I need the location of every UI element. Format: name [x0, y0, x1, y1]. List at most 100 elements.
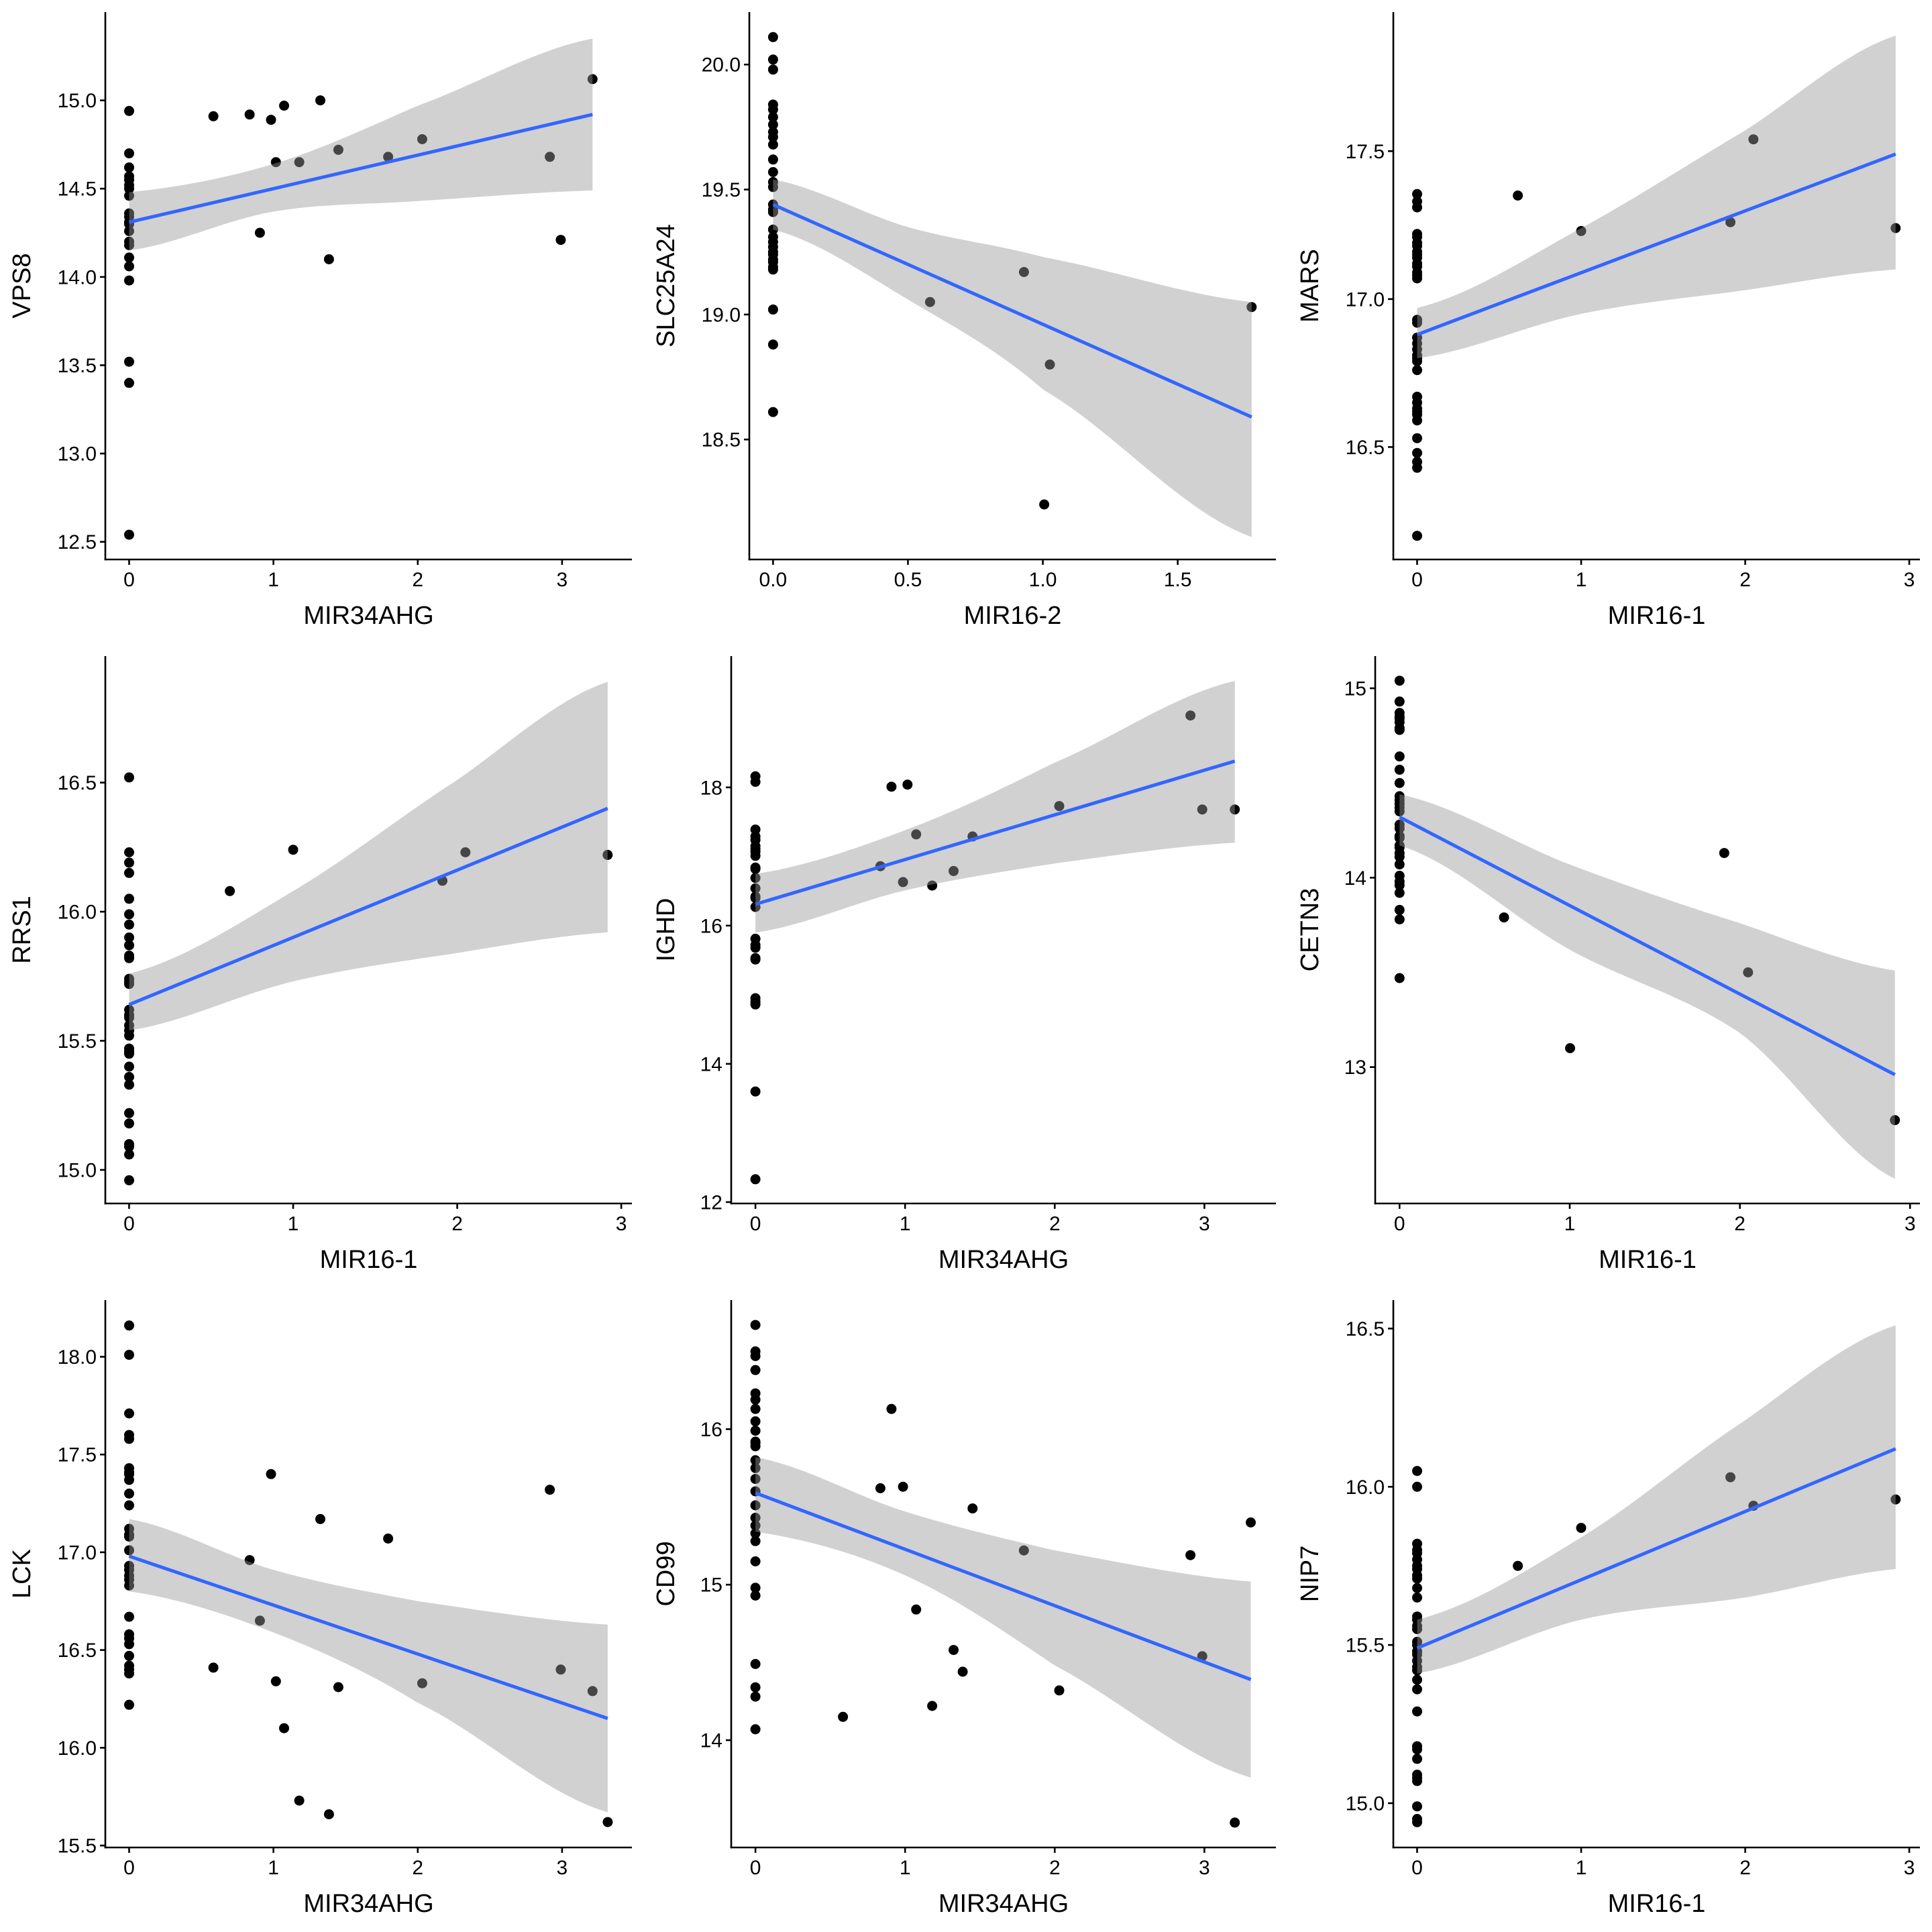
scatter-panel-cd99: 0 1 2 3 14 15 16 MIR34AHG CD99	[644, 1288, 1288, 1932]
data-points	[1394, 676, 1900, 1126]
data-points	[750, 1320, 1256, 1828]
data-point	[767, 119, 778, 130]
scatter-chart-svg: 0 1 2 3 15.0 15.5 16.0 16.5 MIR16-1 RRS1	[8, 656, 632, 1274]
data-point	[767, 64, 778, 75]
y-tick-label: 15.0	[58, 90, 97, 112]
data-point	[294, 1795, 305, 1806]
data-point	[1576, 1523, 1587, 1534]
y-tick-label: 19.0	[702, 304, 741, 326]
data-point	[545, 152, 555, 162]
y-axis-title: MARS	[1296, 249, 1324, 323]
data-point	[1412, 531, 1422, 541]
data-point	[244, 1555, 255, 1566]
data-point	[750, 873, 761, 883]
y-tick-label: 12	[700, 1191, 722, 1214]
data-point	[555, 235, 566, 246]
data-point	[898, 877, 908, 888]
data-point	[602, 1817, 613, 1827]
regression-line	[1416, 152, 1896, 337]
confidence-band	[773, 179, 1252, 537]
data-point	[1394, 859, 1405, 870]
data-point	[383, 1534, 394, 1544]
data-point	[315, 1513, 325, 1524]
data-point	[124, 1408, 134, 1419]
y-axis-title: VPS8	[8, 253, 36, 318]
data-point	[1054, 801, 1065, 812]
data-point	[1394, 973, 1405, 983]
data-point	[1412, 189, 1422, 199]
data-point	[124, 940, 134, 951]
y-tick-label: 14.5	[58, 178, 97, 201]
data-point	[124, 240, 134, 250]
confidence-band	[1417, 1325, 1896, 1674]
data-point	[124, 252, 134, 263]
data-point	[124, 225, 134, 236]
data-point	[323, 1809, 334, 1819]
x-axis-title: MIR34AHG	[303, 602, 433, 630]
data-point	[767, 140, 778, 150]
data-point	[1412, 1665, 1422, 1676]
data-point	[323, 254, 334, 264]
y-tick-label: 14.0	[58, 266, 97, 288]
y-axis-title: RRS1	[8, 896, 36, 963]
data-point	[767, 32, 778, 42]
x-tick-label: 3	[1199, 1213, 1210, 1235]
data-point	[460, 847, 471, 857]
data-point	[602, 849, 613, 860]
y-tick-label: 13.5	[58, 355, 97, 377]
y-tick-label: 15.5	[58, 1030, 97, 1053]
data-point	[750, 1474, 761, 1485]
data-point	[1018, 267, 1029, 277]
confidence-band	[1417, 36, 1896, 359]
regression-line	[755, 1491, 1252, 1681]
data-point	[750, 1394, 761, 1405]
data-point	[750, 1351, 761, 1361]
scatter-panel-slc25a24: 0.0 0.5 1.0 1.5 18.5 19.0 19.5 20.0 MIR16-2 SLC25…	[644, 0, 1288, 644]
data-point	[124, 1108, 134, 1118]
data-point	[124, 1699, 134, 1710]
data-point	[124, 162, 134, 173]
data-point	[279, 101, 289, 111]
data-point	[124, 378, 134, 388]
data-point	[1412, 1573, 1422, 1584]
data-point	[911, 829, 922, 840]
data-point	[1412, 1684, 1422, 1695]
data-point	[750, 1691, 761, 1702]
data-point	[1412, 1481, 1422, 1492]
data-point	[1246, 1517, 1256, 1527]
data-point	[244, 109, 255, 120]
data-point	[124, 857, 134, 868]
x-axis-title: MIR16-1	[1608, 1890, 1706, 1918]
data-point	[124, 105, 134, 116]
data-point	[767, 112, 778, 122]
data-point	[750, 1086, 761, 1097]
data-point	[1412, 1592, 1422, 1603]
data-point	[750, 999, 761, 1010]
data-point	[911, 1604, 922, 1615]
data-point	[1394, 888, 1405, 898]
data-points	[124, 74, 598, 540]
data-point	[124, 1545, 134, 1556]
data-point	[124, 1434, 134, 1444]
scatter-chart-svg: 0 1 2 3 13 14 15 MIR16-1 CETN3	[1296, 656, 1920, 1274]
data-point	[1412, 1817, 1422, 1827]
data-point	[1565, 1043, 1575, 1053]
data-point	[767, 304, 778, 315]
data-point	[270, 157, 281, 168]
data-point	[927, 880, 938, 891]
data-point	[927, 1701, 938, 1711]
x-tick-label: 3	[557, 569, 568, 591]
y-tick-label: 16.5	[1346, 1318, 1385, 1340]
data-point	[124, 1175, 134, 1185]
data-points	[124, 772, 613, 1185]
x-tick-label: 3	[1199, 1857, 1210, 1879]
scatter-panel-lck: 0 1 2 3 15.5 16.0 16.5 17.0 17.5 18.0 MIR34AHG LCK	[0, 1288, 644, 1932]
data-point	[1412, 356, 1422, 366]
data-point	[1412, 1776, 1422, 1786]
data-point	[1513, 1560, 1523, 1571]
x-tick-label: 1	[1576, 569, 1587, 591]
data-point	[1394, 676, 1405, 686]
scatter-panel-vps8: 0 1 2 3 12.5 13.0 13.5 14.0 14.5 15.0 MIR34AHG VPS8	[0, 0, 644, 644]
data-point	[1394, 914, 1405, 924]
data-point	[124, 894, 134, 904]
